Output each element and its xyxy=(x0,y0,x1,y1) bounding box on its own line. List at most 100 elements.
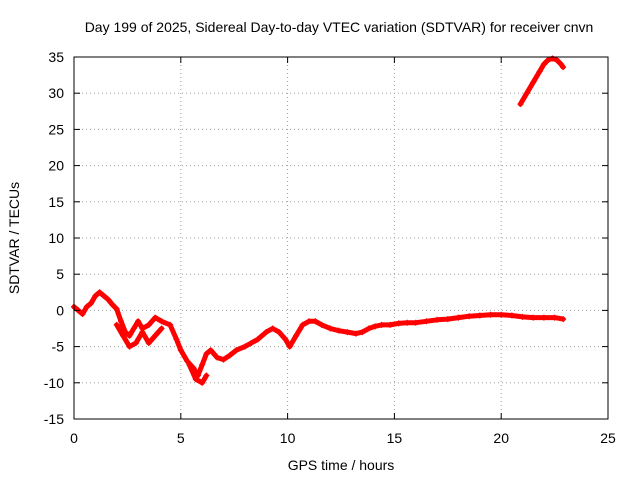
main-trace-point xyxy=(241,343,248,350)
main-trace-point xyxy=(117,318,124,325)
main-trace-point xyxy=(487,311,494,318)
lower-branch-point xyxy=(145,339,152,346)
main-trace-point xyxy=(434,316,441,323)
main-trace-point xyxy=(79,311,86,318)
main-trace-point xyxy=(199,361,206,368)
x-tick-label: 25 xyxy=(600,430,616,446)
main-trace-point xyxy=(214,354,221,361)
y-tick-label: -10 xyxy=(44,375,64,391)
main-trace-point xyxy=(92,292,99,299)
main-trace-point xyxy=(530,314,537,321)
axis-ticks: 0 5 10 15 20 25 -15 -10 -5 0 5 10 15 20 25 30 35 xyxy=(44,49,616,446)
late-trace-point xyxy=(523,90,530,97)
y-tick-label: -5 xyxy=(52,339,65,355)
series-layer xyxy=(71,55,567,386)
lower-branch-point xyxy=(132,339,139,346)
lower-dip-point xyxy=(192,376,199,383)
main-trace-point xyxy=(269,325,276,332)
main-trace-point xyxy=(508,312,515,319)
x-tick-label: 15 xyxy=(387,430,403,446)
x-tick-label: 0 xyxy=(70,430,78,446)
main-trace-point xyxy=(327,325,334,332)
main-trace-point xyxy=(466,313,473,320)
main-trace-point xyxy=(184,358,191,365)
lower-branch-line xyxy=(114,322,165,350)
main-trace-point xyxy=(540,314,547,321)
main-trace-point xyxy=(135,318,142,325)
main-trace-point xyxy=(498,311,505,318)
x-tick-label: 20 xyxy=(493,430,509,446)
main-trace-point xyxy=(177,347,184,354)
main-trace-point xyxy=(395,320,402,327)
main-trace-point xyxy=(299,321,306,328)
main-trace-point xyxy=(455,314,462,321)
x-axis-label: GPS time / hours xyxy=(288,457,395,473)
grid xyxy=(74,57,608,419)
main-trace-point xyxy=(423,318,430,325)
y-axis-label: SDTVAR / TECUs xyxy=(6,182,22,294)
main-trace-point xyxy=(233,347,240,354)
main-trace-point xyxy=(248,339,255,346)
lower-branch-point xyxy=(126,343,133,350)
y-tick-label: 10 xyxy=(48,230,64,246)
main-trace-point xyxy=(113,305,120,312)
main-trace-line xyxy=(71,289,566,379)
late-trace-point xyxy=(545,56,552,63)
main-trace-point xyxy=(318,321,325,328)
main-trace-point xyxy=(519,313,526,320)
main-trace-point xyxy=(145,321,152,328)
y-tick-label: -15 xyxy=(44,411,64,427)
main-trace-point xyxy=(276,329,283,336)
main-trace-point xyxy=(344,329,351,336)
late-trace-line xyxy=(517,55,566,107)
main-trace-point xyxy=(203,350,210,357)
late-trace-point xyxy=(517,101,524,108)
main-trace-point xyxy=(359,329,366,336)
main-trace-point xyxy=(372,323,379,330)
y-tick-label: 35 xyxy=(48,49,64,65)
main-trace-point xyxy=(126,332,133,339)
lower-dip-point xyxy=(186,361,193,368)
y-tick-label: 0 xyxy=(56,302,64,318)
lower-dip-point xyxy=(199,379,206,386)
main-trace-point xyxy=(378,321,385,328)
main-trace-point xyxy=(560,316,567,323)
y-tick-label: 5 xyxy=(56,266,64,282)
main-trace-point xyxy=(167,321,174,328)
late-trace-point xyxy=(540,61,547,68)
late-trace-point xyxy=(549,55,556,62)
lower-branch-point xyxy=(120,332,127,339)
lower-dip-line xyxy=(186,362,209,386)
main-trace-point xyxy=(286,343,293,350)
main-trace-point xyxy=(263,329,270,336)
main-trace-point xyxy=(105,296,112,303)
y-tick-label: 25 xyxy=(48,121,64,137)
main-trace-point xyxy=(100,292,107,299)
main-trace-point xyxy=(207,347,214,354)
main-trace-point xyxy=(220,356,227,363)
lower-branch-point xyxy=(158,325,165,332)
lower-dip-point xyxy=(203,372,210,379)
late-trace-point xyxy=(553,56,560,63)
main-trace-point xyxy=(130,325,137,332)
main-trace-point xyxy=(312,318,319,325)
main-trace-point xyxy=(226,352,233,359)
main-trace-point xyxy=(352,330,359,337)
main-trace-point xyxy=(476,312,483,319)
lower-branch-point xyxy=(152,332,159,339)
main-trace-point xyxy=(404,319,411,326)
late-trace-point xyxy=(536,68,543,75)
lower-branch-point xyxy=(113,321,120,328)
main-trace-point xyxy=(152,314,159,321)
main-trace-point xyxy=(96,289,103,296)
main-trace-point xyxy=(387,321,394,328)
main-trace-point xyxy=(88,300,95,307)
main-trace-point xyxy=(158,318,165,325)
main-trace-point xyxy=(83,303,90,310)
chart-title: Day 199 of 2025, Sidereal Day-to-day VTE… xyxy=(85,19,594,35)
main-trace-point xyxy=(365,325,372,332)
main-trace-point xyxy=(109,301,116,308)
main-trace-point xyxy=(293,332,300,339)
x-tick-label: 5 xyxy=(177,430,185,446)
